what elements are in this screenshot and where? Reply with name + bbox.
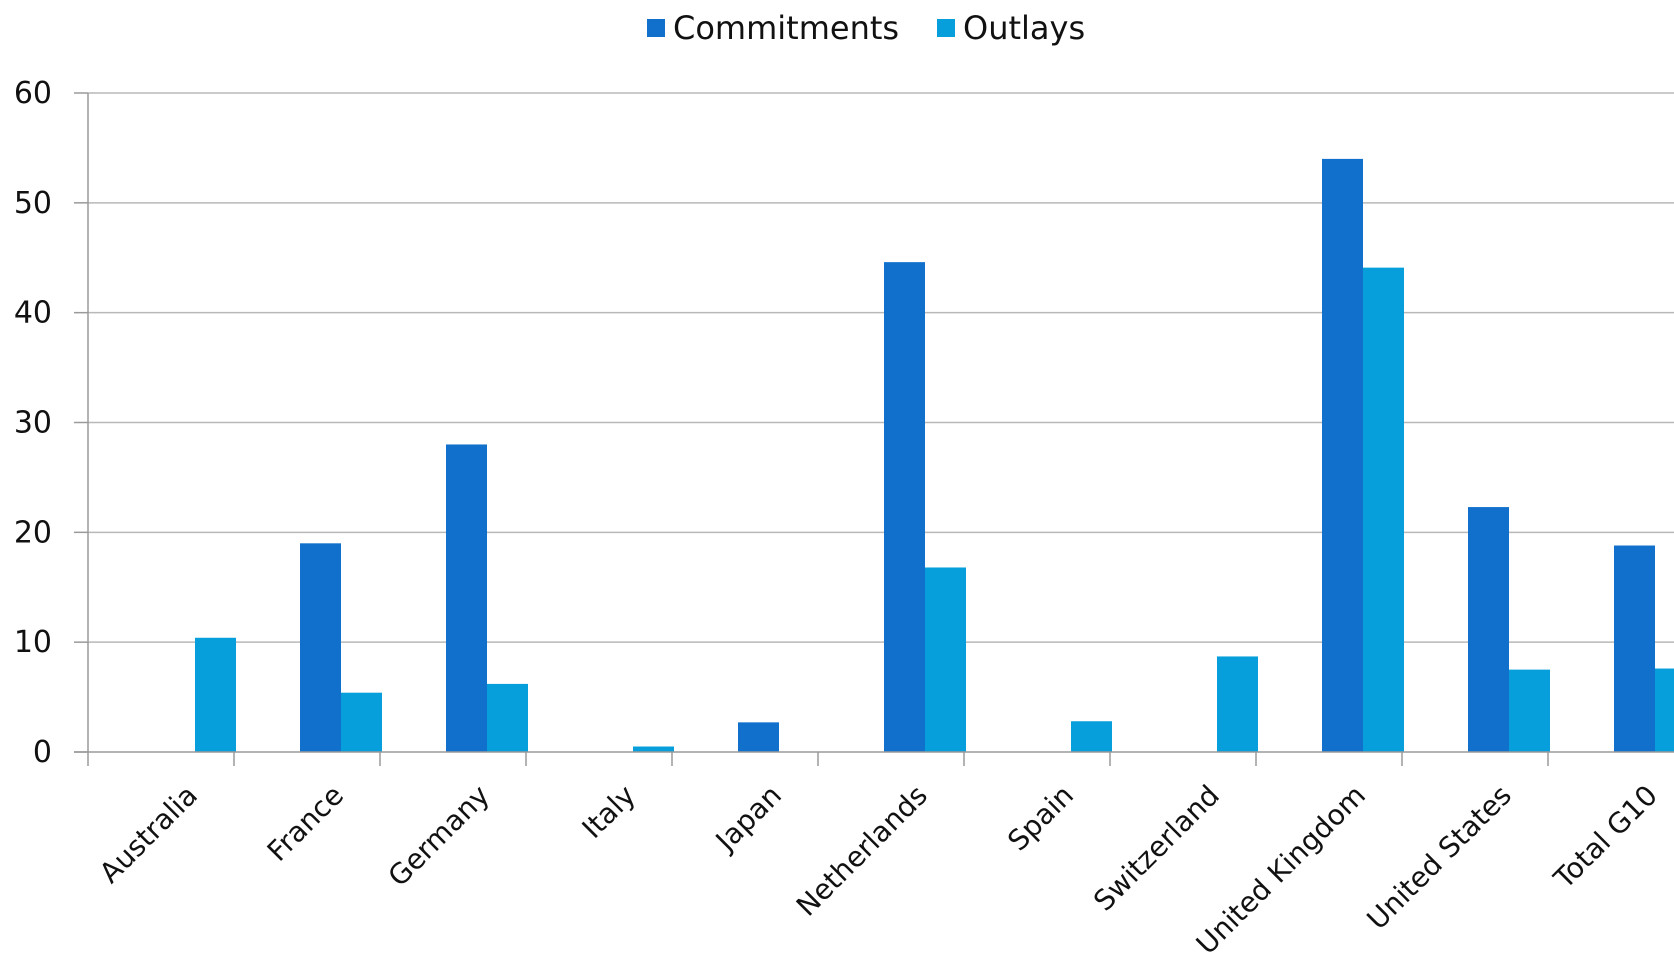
- legend-label: Commitments: [673, 9, 899, 47]
- x-tick-label: Germany: [382, 779, 496, 893]
- y-tick-label: 20: [14, 515, 52, 550]
- legend-label: Outlays: [963, 9, 1085, 47]
- bar-outlays-spain: [1071, 721, 1112, 752]
- bar-commitments-france: [300, 543, 341, 752]
- x-tick-label: Italy: [576, 779, 642, 845]
- y-tick-label: 0: [33, 735, 52, 770]
- x-tick-label: Australia: [93, 779, 204, 890]
- x-tick-label: Switzerland: [1087, 779, 1226, 918]
- bar-outlays-germany: [487, 683, 528, 752]
- bar-outlays-australia: [195, 637, 236, 752]
- bar-commitments-united-kingdom: [1322, 158, 1363, 752]
- y-tick-label: 30: [14, 406, 52, 441]
- x-tick-label: France: [261, 779, 350, 868]
- bar-outlays-united-states: [1509, 669, 1550, 752]
- bar-commitments-total-g10: [1614, 545, 1655, 752]
- x-axis-ticks: Australia France Germany Italy Japan Netherla…: [87, 752, 1664, 961]
- y-tick-label: 10: [14, 625, 52, 660]
- x-axis: [74, 93, 1674, 753]
- y-tick-label: 50: [14, 186, 52, 221]
- bar-outlays-italy: [633, 746, 674, 752]
- y-tick-label: 40: [14, 296, 52, 331]
- bar-commitments-united-states: [1468, 507, 1509, 752]
- y-axis-ticks: 0 10 20 30 40 50 60: [14, 76, 88, 770]
- bar-commitments-germany: [446, 444, 487, 752]
- x-tick-label: Netherlands: [790, 779, 934, 923]
- legend-item-commitments: Commitments: [647, 9, 899, 47]
- bars-group: [195, 158, 1674, 752]
- x-tick-label: Japan: [708, 779, 788, 859]
- bar-outlays-total-g10: [1655, 668, 1674, 752]
- legend-swatch: [937, 19, 955, 37]
- bar-commitments-netherlands: [884, 262, 925, 752]
- x-tick-label: Spain: [1001, 779, 1080, 858]
- y-tick-label: 60: [14, 76, 52, 111]
- legend-item-outlays: Outlays: [937, 9, 1085, 47]
- bar-outlays-netherlands: [925, 567, 966, 752]
- x-tick-label: United States: [1361, 779, 1518, 936]
- bar-commitments-japan: [738, 722, 779, 752]
- chart-legend: Commitments Outlays: [647, 9, 1085, 47]
- bar-outlays-switzerland: [1217, 656, 1258, 752]
- legend-swatch: [647, 19, 665, 37]
- x-tick-label: Total G10: [1547, 779, 1664, 896]
- y-gridlines: [88, 92, 1674, 643]
- bar-outlays-united-kingdom: [1363, 267, 1404, 752]
- bar-outlays-france: [341, 692, 382, 752]
